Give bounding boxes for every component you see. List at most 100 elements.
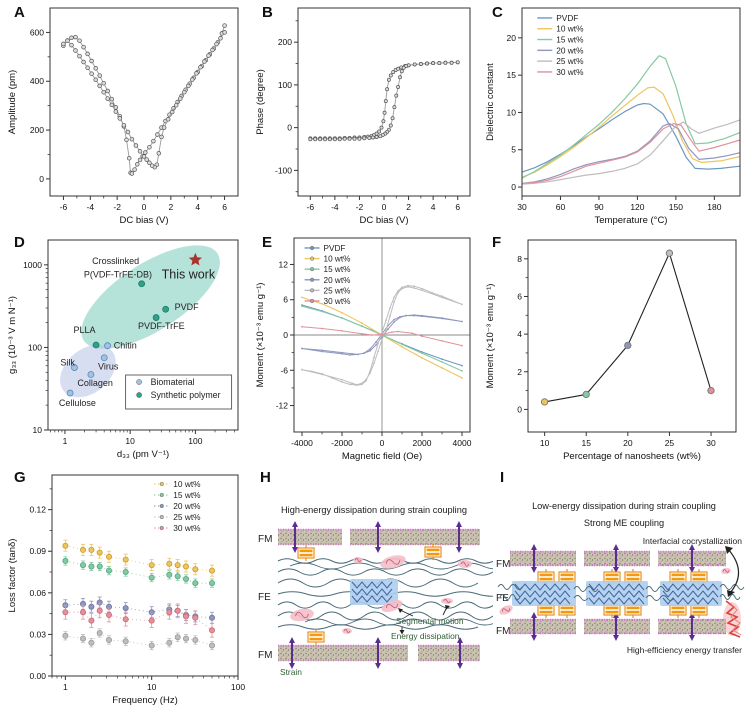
svg-text:30 wt%: 30 wt% [556,67,584,77]
svg-text:0: 0 [39,174,44,184]
svg-text:1: 1 [63,682,68,692]
panel-a-letter: A [14,4,25,21]
panel-b-letter: B [262,4,273,21]
svg-text:20: 20 [507,33,517,43]
panel-a: A -6 -4 -2 0 2 4 6 0 200 400 600 DC bias (V) Amplitu… [4,2,246,230]
panel-b-chart: -6 -4 -2 0 2 4 6 -100 0 100 200 DC bias (V) Phase (d… [255,7,471,226]
panel-a-chart: -6 -4 -2 0 2 4 6 0 200 400 600 DC bias (V) Amplitude… [7,7,239,226]
svg-text:0: 0 [142,202,147,212]
svg-text:-12: -12 [276,401,289,411]
svg-text:Loss factor (tanδ): Loss factor (tanδ) [7,539,18,613]
svg-text:-2000: -2000 [331,438,353,448]
svg-text:Phase (degree): Phase (degree) [255,69,266,134]
svg-text:0.12: 0.12 [29,505,46,515]
svg-text:10: 10 [507,107,517,117]
diagram-h-segmental-motion-label: Segmental motion [396,616,464,626]
svg-text:d₃₃ (pm V⁻¹): d₃₃ (pm V⁻¹) [117,449,169,460]
diagram-i-title: Low-energy dissipation during strain cou… [532,501,716,511]
svg-text:PVDF-TrFE: PVDF-TrFE [138,321,185,331]
panel-g-letter: G [14,469,26,486]
panel-i-diagram: Low-energy dissipation during strain cou… [496,501,745,655]
svg-text:100: 100 [188,436,202,446]
diagram-i-interfacial-label: Interfacial cocrystallization [643,536,742,546]
diagram-i-transfer-label: High-efficiency energy transfer [627,645,742,655]
panel-i-letter: I [500,469,505,486]
svg-text:100: 100 [231,682,245,692]
diagram-i-subtitle: Strong ME coupling [584,518,664,528]
svg-text:Magnetic field (Oe): Magnetic field (Oe) [342,451,422,462]
svg-text:6: 6 [455,202,460,212]
svg-text:600: 600 [30,27,44,37]
diagram-i-fm-bottom-label: FM [496,626,510,637]
svg-text:30: 30 [517,202,527,212]
svg-text:Frequency (Hz): Frequency (Hz) [112,695,177,706]
svg-text:2: 2 [517,367,522,377]
svg-text:100: 100 [278,80,292,90]
svg-text:P(VDF-TrFE-DB): P(VDF-TrFE-DB) [84,270,152,280]
svg-text:-4000: -4000 [291,438,313,448]
svg-text:30 wt%: 30 wt% [324,297,351,306]
svg-text:-100: -100 [275,165,292,175]
svg-text:4000: 4000 [453,438,472,448]
svg-text:Moment (×10⁻³ emu g⁻¹): Moment (×10⁻³ emu g⁻¹) [485,284,496,389]
panel-f-letter: F [492,234,502,251]
svg-text:15: 15 [582,438,592,448]
svg-text:Virus: Virus [98,362,119,372]
svg-text:25 wt%: 25 wt% [173,512,201,522]
svg-text:-4: -4 [87,202,95,212]
panel-c-letter: C [492,4,503,21]
svg-text:10 wt%: 10 wt% [173,479,201,489]
svg-text:150: 150 [669,202,683,212]
svg-text:-4: -4 [331,202,339,212]
svg-text:PVDF: PVDF [175,302,200,312]
svg-text:-2: -2 [113,202,121,212]
svg-text:15: 15 [507,70,517,80]
svg-text:4: 4 [431,202,436,212]
diagram-h-strain-label: Strain [280,667,302,677]
svg-text:Temperature (°C): Temperature (°C) [595,215,668,226]
svg-text:15 wt%: 15 wt% [173,490,201,500]
panel-d-chart: 1 10 100 10 100 1000 Crosslinked P(VDF-TrFE-DB)… [7,239,239,460]
panel-e-chart: -4000 -2000 0 2000 4000 -12 -6 0 6 12 Magnetic fie… [255,237,472,462]
svg-text:Moment (×10⁻³ emu g⁻¹): Moment (×10⁻³ emu g⁻¹) [255,283,266,388]
svg-text:400: 400 [30,76,44,86]
svg-text:200: 200 [278,37,292,47]
svg-text:0.06: 0.06 [29,588,46,598]
svg-text:This work: This work [162,268,216,282]
panel-g-chart: 1 10 100 0.00 0.03 0.06 0.09 0.12 Frequency (Hz)… [7,474,245,706]
svg-text:Amplitude (pm): Amplitude (pm) [7,70,18,134]
svg-text:25 wt%: 25 wt% [556,56,584,66]
svg-text:10 wt%: 10 wt% [556,24,584,34]
diagram-i-fe-label: FE [496,593,509,604]
svg-text:4: 4 [195,202,200,212]
svg-text:15 wt%: 15 wt% [324,265,351,274]
diagram-h-title: High-energy dissipation during strain co… [281,505,467,515]
svg-text:0: 0 [287,123,292,133]
svg-text:180: 180 [707,202,721,212]
svg-text:PLLA: PLLA [74,325,96,335]
svg-text:5: 5 [511,145,516,155]
panel-h: H High-energy dissipation during strain … [250,467,493,710]
svg-text:10: 10 [125,436,135,446]
panel-d: D 1 10 100 10 100 1000 Crosslinked P(VDF-TrFE-D… [4,232,246,464]
panel-e-letter: E [262,234,273,251]
svg-text:0: 0 [380,438,385,448]
svg-text:Percentage of nanosheets (wt%): Percentage of nanosheets (wt%) [563,451,701,462]
svg-text:4: 4 [517,329,522,339]
svg-text:1: 1 [63,436,68,446]
svg-text:2: 2 [406,202,411,212]
panel-f: F 10 15 20 25 30 0 2 4 6 8 Percentage of nanosheet… [482,232,748,466]
svg-text:20 wt%: 20 wt% [556,45,584,55]
svg-text:-6: -6 [280,365,288,375]
svg-text:Collagen: Collagen [77,378,113,388]
svg-text:10: 10 [33,425,43,435]
svg-text:10: 10 [540,438,550,448]
svg-text:1000: 1000 [23,260,42,270]
svg-text:PVDF: PVDF [324,244,346,253]
svg-text:Synthetic polymer: Synthetic polymer [151,390,221,400]
svg-text:Chitin: Chitin [114,341,137,351]
svg-text:DC bias (V): DC bias (V) [359,215,408,226]
svg-text:g₃₃ (10⁻³ V m N⁻¹): g₃₃ (10⁻³ V m N⁻¹) [7,296,18,374]
panel-g: G 1 10 100 0.00 0.03 0.06 0.09 0.12 Frequency (H… [4,467,248,710]
panel-h-diagram: High-energy dissipation during strain co… [258,505,493,677]
